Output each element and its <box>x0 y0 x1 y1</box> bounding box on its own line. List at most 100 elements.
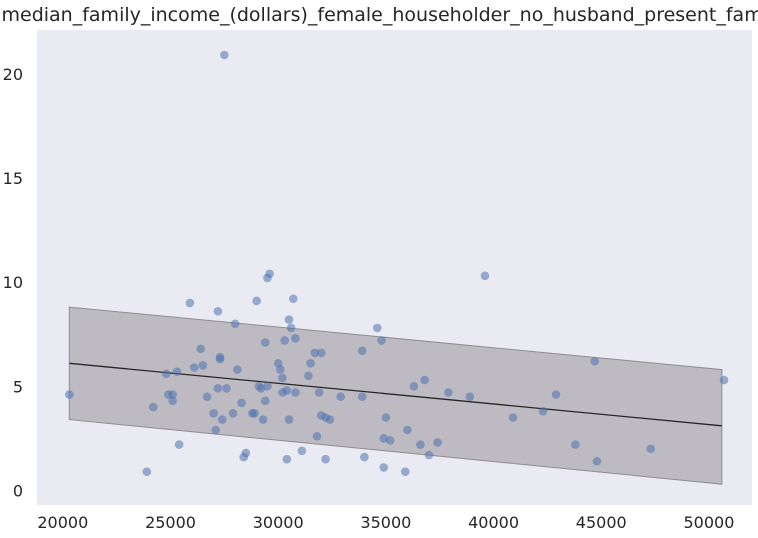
data-point <box>282 386 292 395</box>
data-point <box>174 440 184 449</box>
data-point <box>646 444 656 454</box>
data-point <box>508 413 518 422</box>
data-point <box>202 392 212 401</box>
data-point <box>321 454 330 464</box>
data-point <box>209 409 218 418</box>
y-tick-label: 10 <box>3 273 23 292</box>
data-point <box>168 396 177 406</box>
data-point <box>288 294 298 304</box>
data-point <box>232 365 242 374</box>
data-point <box>161 369 171 379</box>
data-point <box>385 436 395 445</box>
x-axis-ticks: 20000 25000 30000 35000 40000 45000 50000 <box>37 513 734 532</box>
data-point <box>286 323 296 333</box>
data-point <box>215 354 225 364</box>
data-point <box>265 269 274 279</box>
data-point <box>357 346 367 356</box>
data-point <box>297 446 307 456</box>
data-points-layer <box>65 50 729 476</box>
data-point <box>278 373 287 383</box>
data-point <box>433 438 442 447</box>
data-point <box>325 415 335 424</box>
data-point <box>416 440 425 449</box>
data-point <box>213 384 223 393</box>
data-point <box>336 392 345 401</box>
data-point <box>185 298 195 308</box>
confidence-band <box>68 306 723 485</box>
data-point <box>282 454 292 464</box>
data-point <box>304 371 313 381</box>
data-point <box>379 463 389 472</box>
data-point <box>217 415 227 424</box>
data-point <box>357 392 367 401</box>
data-point <box>280 336 289 345</box>
data-point <box>465 392 475 401</box>
y-tick-label: 20 <box>3 65 23 84</box>
x-tick-label: 50000 <box>683 513 734 532</box>
x-tick-label: 45000 <box>576 513 627 532</box>
data-point <box>538 406 548 416</box>
data-point <box>291 388 300 397</box>
x-tick-label: 25000 <box>145 513 196 532</box>
data-point <box>400 467 410 476</box>
data-point <box>252 296 261 306</box>
data-point <box>420 375 429 385</box>
x-tick-label: 35000 <box>360 513 411 532</box>
data-point <box>403 425 412 435</box>
data-point <box>198 361 208 370</box>
data-point <box>65 390 74 399</box>
data-point <box>284 315 294 324</box>
confidence-band-layer <box>68 306 723 485</box>
chart-title: median_family_income_(dollars)_female_ho… <box>2 4 758 26</box>
data-point <box>316 348 326 358</box>
data-point <box>148 402 158 412</box>
data-point <box>189 363 199 372</box>
data-point <box>276 365 285 374</box>
data-point <box>230 319 240 329</box>
data-point <box>256 384 266 393</box>
data-point <box>424 450 434 460</box>
data-point <box>719 375 729 385</box>
data-point <box>211 425 221 435</box>
data-point <box>196 344 205 354</box>
data-point <box>168 390 177 399</box>
data-point <box>381 413 391 422</box>
data-point <box>409 381 419 391</box>
data-point <box>571 440 580 449</box>
data-point <box>213 306 223 316</box>
y-tick-label: 15 <box>3 169 23 188</box>
data-point <box>263 381 272 391</box>
data-point <box>444 388 453 397</box>
data-point <box>590 356 600 366</box>
data-point <box>260 338 270 347</box>
data-point <box>291 334 300 343</box>
data-point <box>306 359 315 368</box>
data-point <box>237 398 246 408</box>
data-point <box>222 384 231 393</box>
data-point <box>172 367 182 376</box>
data-point <box>220 50 229 60</box>
data-point <box>480 271 490 281</box>
data-point <box>314 388 324 397</box>
data-point <box>360 452 369 462</box>
data-point <box>260 396 270 406</box>
data-point <box>228 409 238 418</box>
data-point <box>241 448 251 458</box>
x-tick-label: 30000 <box>253 513 304 532</box>
data-point <box>372 323 382 333</box>
x-tick-label: 20000 <box>37 513 88 532</box>
x-tick-label: 40000 <box>468 513 519 532</box>
data-point <box>551 390 561 399</box>
y-tick-label: 0 <box>13 481 23 500</box>
data-point <box>142 467 152 476</box>
y-axis-ticks: 0 5 10 15 20 <box>3 65 23 501</box>
data-point <box>258 415 268 424</box>
data-point <box>312 431 322 441</box>
data-point <box>250 409 259 418</box>
data-point <box>592 456 602 466</box>
y-tick-label: 5 <box>13 377 23 396</box>
data-point <box>310 348 320 358</box>
data-point <box>377 336 386 345</box>
data-point <box>284 415 294 424</box>
